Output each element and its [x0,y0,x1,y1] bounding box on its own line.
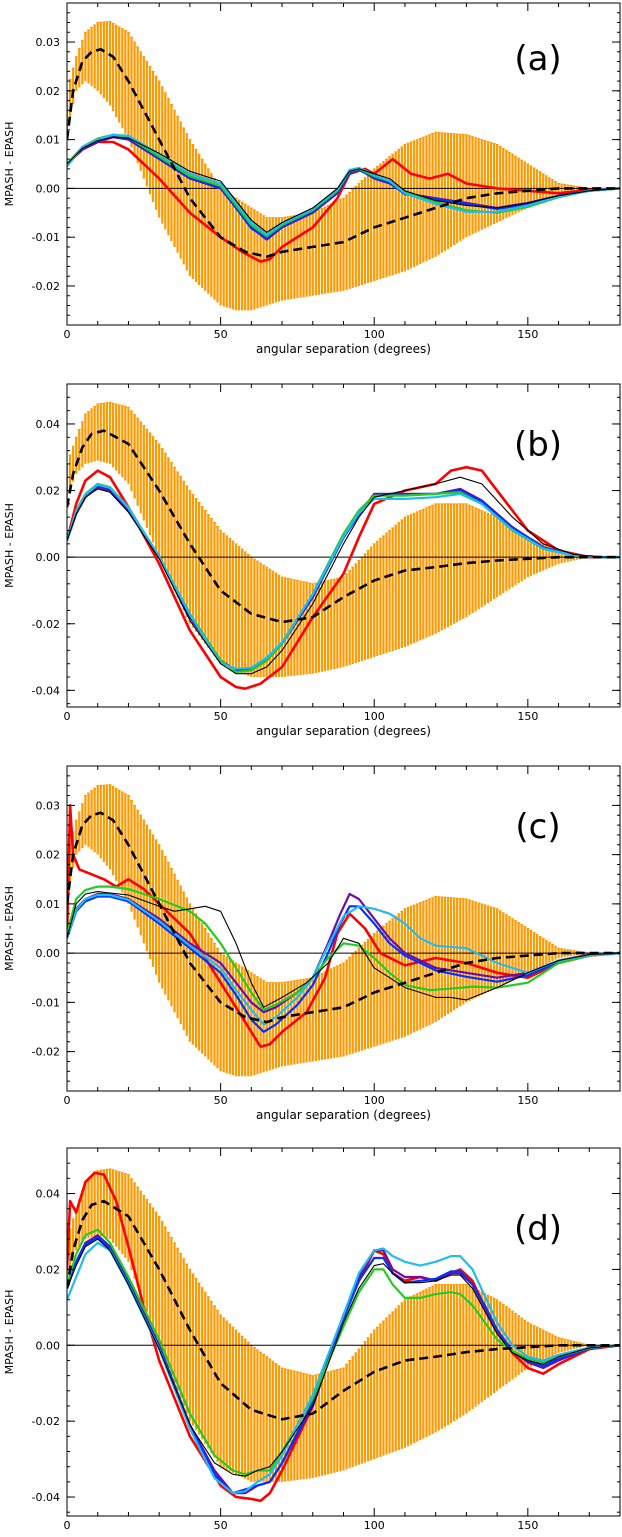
y-tick-label: -0.04 [32,684,60,697]
x-axis-label: angular separation (degrees) [256,342,431,356]
y-tick-label: 0.02 [36,849,61,862]
chart-panel: 0 50 100 150 -0.02 -0.01 0.00 0.01 0.02 0.03 angul… [3,2,621,356]
y-axis-label: MPASH - EPASH [3,1290,16,1375]
series-line [67,891,620,1008]
series-line [67,804,620,1048]
y-tick-label: -0.02 [32,1046,60,1059]
x-tick-label: 50 [214,1094,228,1107]
y-tick-label: -0.02 [32,280,60,293]
y-tick-label: -0.04 [32,1491,60,1504]
y-tick-label: 0.00 [36,1339,61,1352]
y-tick-label: 0.01 [36,898,61,911]
error-band [67,401,620,678]
y-tick-label: -0.01 [32,996,60,1009]
panel-label: (d) [514,1209,562,1249]
x-tick-label: 100 [364,1094,385,1107]
series-line [67,885,620,1011]
y-tick-label: 0.02 [36,85,61,98]
y-tick-label: 0.03 [36,799,61,812]
y-axis-label: MPASH - EPASH [3,886,16,971]
y-tick-label: 0.02 [36,485,61,498]
x-axis-label: angular separation (degrees) [256,1108,431,1122]
y-tick-label: 0.04 [36,418,61,431]
series-line-dashed [67,429,620,624]
series-line [67,133,620,236]
series-line [67,895,620,1034]
series-line-dashed [67,47,620,259]
panel-label: (c) [515,807,560,847]
series-line [67,1228,620,1476]
x-tick-label: 0 [64,1094,71,1107]
series-line [67,136,620,233]
y-tick-label: 0.00 [36,551,61,564]
y-axis-label: MPASH - EPASH [3,503,16,588]
plot-area [67,784,620,1077]
x-tick-label: 0 [64,328,71,341]
x-tick-label: 100 [364,710,385,723]
x-axis-label: angular separation (degrees) [256,724,431,738]
x-tick-label: 100 [364,1519,385,1532]
series-line-dashed [67,811,620,1024]
y-tick-label: -0.01 [32,231,60,244]
y-tick-label: -0.02 [32,618,60,631]
plot-area [67,1168,620,1503]
x-tick-label: 50 [214,710,228,723]
x-tick-label: 150 [517,1519,538,1532]
y-tick-label: 0.00 [36,947,61,960]
y-tick-label: 0.00 [36,182,61,195]
y-tick-label: 0.04 [36,1188,61,1201]
error-band [67,21,620,311]
series-line [67,476,620,675]
y-tick-label: 0.02 [36,1263,61,1276]
plot-area [67,21,620,311]
y-tick-label: 0.03 [36,36,61,49]
x-tick-label: 150 [517,710,538,723]
panel-label: (a) [514,39,561,79]
y-tick-label: -0.02 [32,1415,60,1428]
series-line [67,134,620,240]
series-line-dashed [67,1199,620,1421]
y-tick-label: 0.01 [36,134,61,147]
series-line [67,140,620,263]
x-tick-label: 100 [364,328,385,341]
x-tick-label: 50 [214,328,228,341]
chart-panel: 0 50 100 150 -0.02 -0.01 0.00 0.01 0.02 0.03 angul… [3,765,621,1122]
series-line [67,1238,620,1477]
series-line [67,483,620,670]
x-tick-label: 0 [64,1519,71,1532]
y-axis-label: MPASH - EPASH [3,122,16,207]
plot-area [67,401,620,691]
x-tick-label: 150 [517,1094,538,1107]
x-tick-label: 50 [214,1519,228,1532]
chart-panel: 0 50 100 150 -0.04 -0.02 0.00 0.02 0.04 angular s… [3,383,621,738]
panel-label: (b) [514,425,562,465]
x-tick-label: 150 [517,328,538,341]
x-tick-label: 0 [64,710,71,723]
